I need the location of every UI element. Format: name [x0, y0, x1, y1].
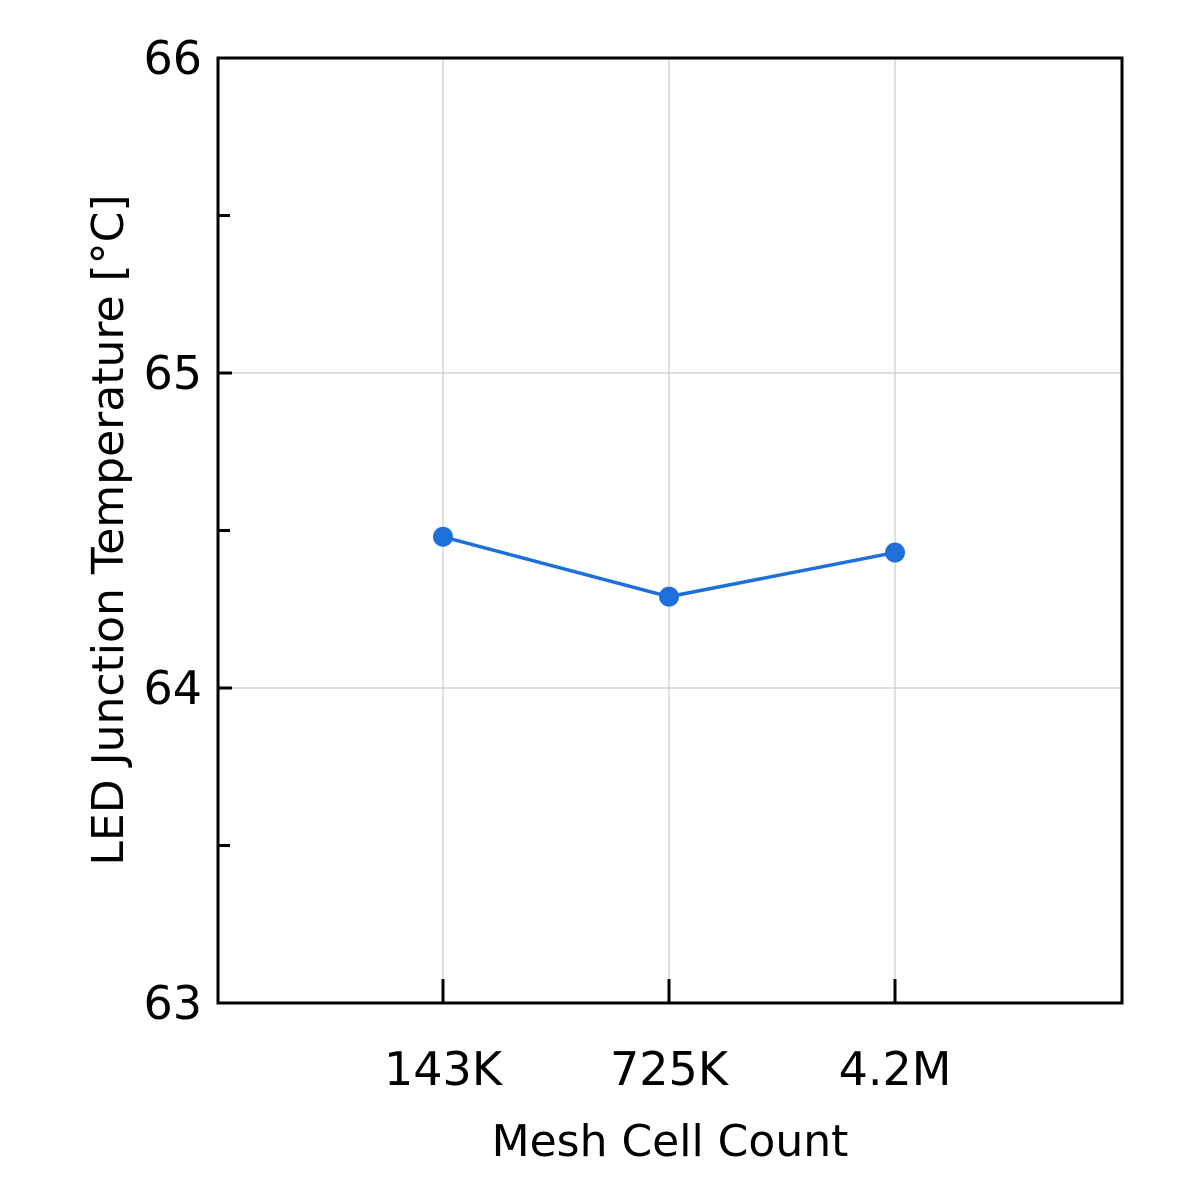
- y-tick-label: 63: [143, 976, 202, 1030]
- x-tick-label: 4.2M: [839, 1042, 952, 1096]
- data-point: [659, 586, 679, 607]
- x-tick-label: 143K: [384, 1042, 504, 1096]
- y-tick-label: 66: [143, 31, 202, 85]
- x-axis-label: Mesh Cell Count: [492, 1116, 849, 1167]
- y-tick-label: 65: [143, 346, 202, 400]
- series-layer: [433, 526, 905, 607]
- data-point: [433, 526, 453, 547]
- grid: [218, 58, 1122, 1003]
- y-tick-label: 64: [143, 661, 202, 715]
- ticks: 63 64 65 66 143K 725K 4.2M: [143, 31, 951, 1096]
- y-axis-label: LED Junction Temperature [°C]: [83, 194, 134, 865]
- data-point: [885, 542, 905, 563]
- plot-frame: [216, 56, 1124, 1005]
- x-tick-label: 725K: [610, 1042, 730, 1096]
